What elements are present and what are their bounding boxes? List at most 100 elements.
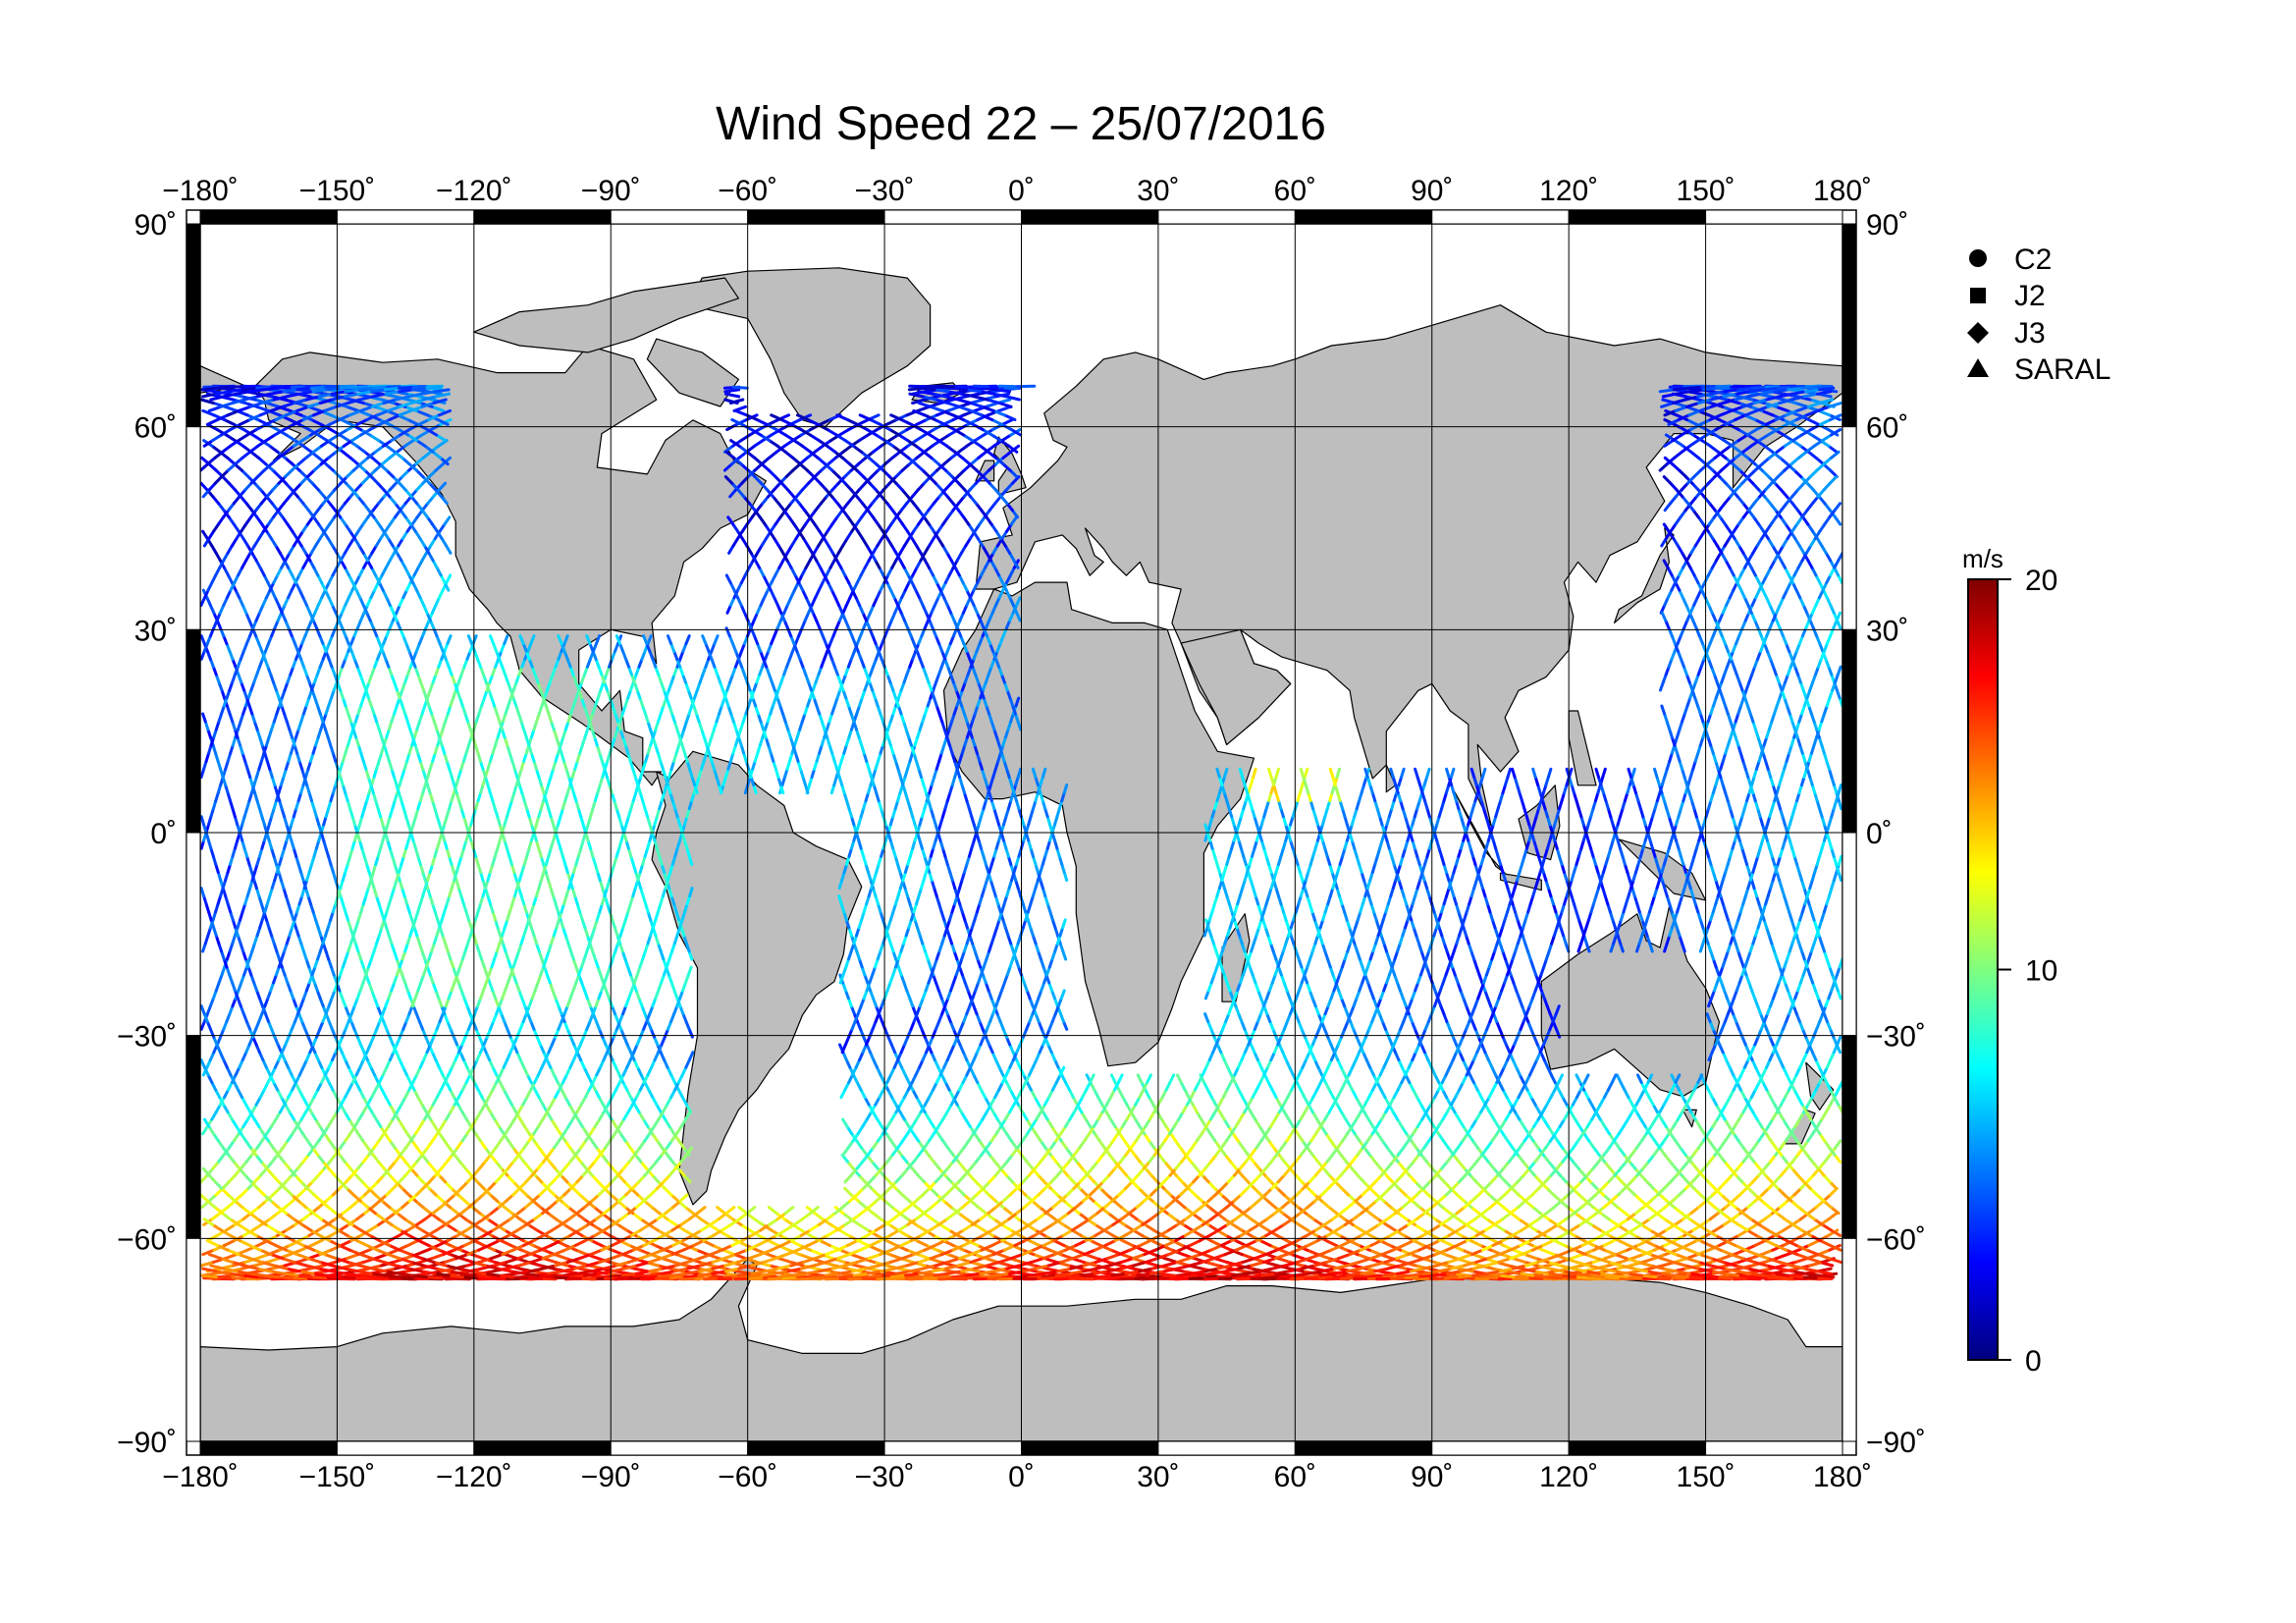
track-segment [1673, 1217, 1685, 1226]
track-segment [226, 456, 237, 466]
track-segment [392, 1180, 401, 1190]
track-segment [388, 481, 398, 492]
track-segment [1671, 1193, 1682, 1203]
track-segment [1731, 462, 1741, 472]
track-segment [1708, 444, 1720, 454]
track-segment [427, 468, 438, 479]
track-segment [767, 418, 780, 426]
track-segment [1737, 468, 1748, 479]
track-segment [1745, 1222, 1758, 1232]
track-segment [463, 1166, 473, 1177]
land-eurasia [975, 304, 1842, 827]
track-segment [324, 462, 335, 472]
track-segment [1805, 1173, 1815, 1184]
track-segment [441, 1199, 452, 1210]
track-segment [616, 1222, 628, 1232]
track-segment [1779, 456, 1789, 466]
track-segment [1760, 1186, 1771, 1197]
track-segment [268, 444, 280, 454]
track-segment [403, 1217, 415, 1226]
track-segment [200, 1173, 209, 1184]
track-segment [456, 1193, 467, 1203]
track-segment [223, 1239, 237, 1247]
track-segment [1685, 1239, 1699, 1247]
track-segment [437, 1173, 448, 1184]
track-segment [354, 1173, 364, 1184]
track-segment [506, 1173, 515, 1184]
track-segment [396, 1212, 407, 1221]
track-segment [225, 433, 237, 443]
track-segment [1760, 468, 1771, 479]
track-segment [562, 1222, 575, 1232]
track-segment [297, 468, 308, 479]
track-segment [1775, 405, 1789, 412]
track-segment [268, 1212, 280, 1221]
land-sumatra [1454, 791, 1506, 874]
track-segment [1805, 481, 1815, 492]
track-segment [721, 1248, 736, 1257]
track-segment [446, 634, 453, 645]
track-segment [739, 1222, 752, 1232]
track-segment [200, 398, 215, 405]
track-segment [317, 456, 328, 466]
track-segment [285, 1222, 297, 1232]
track-segment [463, 1217, 476, 1226]
track-segment [638, 1248, 653, 1257]
track-segment [566, 1206, 578, 1216]
track-segment [682, 1173, 692, 1184]
track-segment [1827, 444, 1839, 454]
track-segment [661, 1257, 675, 1264]
track-segment [1656, 1206, 1667, 1216]
track-segment [345, 1173, 354, 1184]
track-segment [1837, 854, 1842, 866]
track-segment [251, 1222, 263, 1232]
track-segment [562, 634, 569, 645]
track-segment [331, 1186, 342, 1197]
track-segment [253, 481, 263, 492]
track-segment [350, 488, 360, 499]
track-segment [434, 1193, 445, 1203]
track-segment [316, 433, 329, 443]
track-segment [1817, 408, 1832, 417]
track-segment [363, 468, 373, 479]
track-segment [1810, 433, 1822, 443]
track-segment [503, 634, 509, 645]
track-segment [265, 1257, 281, 1264]
track-segment [614, 1270, 631, 1275]
track-segment [380, 456, 392, 466]
track-segment [1817, 1248, 1832, 1257]
track-segment [227, 1173, 237, 1184]
track-segment [1807, 418, 1821, 426]
track-segment [1690, 481, 1700, 492]
track-segment [1697, 456, 1708, 466]
track-segment [400, 1186, 411, 1197]
track-segment [316, 1222, 329, 1232]
track-segment [400, 468, 411, 479]
track-segment [676, 1166, 686, 1177]
track-segment [1689, 450, 1700, 460]
track-segment [1810, 1222, 1822, 1232]
track-segment [674, 1253, 690, 1261]
track-segment [369, 1180, 380, 1190]
chart-title: Wind Speed 22 – 25/07/2016 [716, 98, 1326, 150]
track-segment [388, 1173, 398, 1184]
track-segment [226, 1199, 237, 1210]
track-segment [210, 444, 222, 454]
track-segment [1837, 1081, 1842, 1092]
track-segment [1685, 418, 1699, 426]
track-segment [324, 1193, 335, 1203]
track-segment [1732, 408, 1746, 417]
track-segment [445, 1222, 457, 1232]
track-segment [777, 1257, 793, 1264]
track-segment [1792, 468, 1803, 479]
land-great-britain [992, 436, 1027, 496]
track-segment [666, 1217, 677, 1226]
track-segment [1724, 1173, 1734, 1184]
land-java [1499, 872, 1542, 892]
track-segment [669, 1193, 680, 1203]
track-segment [301, 444, 313, 454]
track-segment [382, 1166, 392, 1177]
track-segment [592, 1206, 604, 1216]
track-segment [255, 1253, 270, 1261]
track-segment [207, 462, 218, 472]
